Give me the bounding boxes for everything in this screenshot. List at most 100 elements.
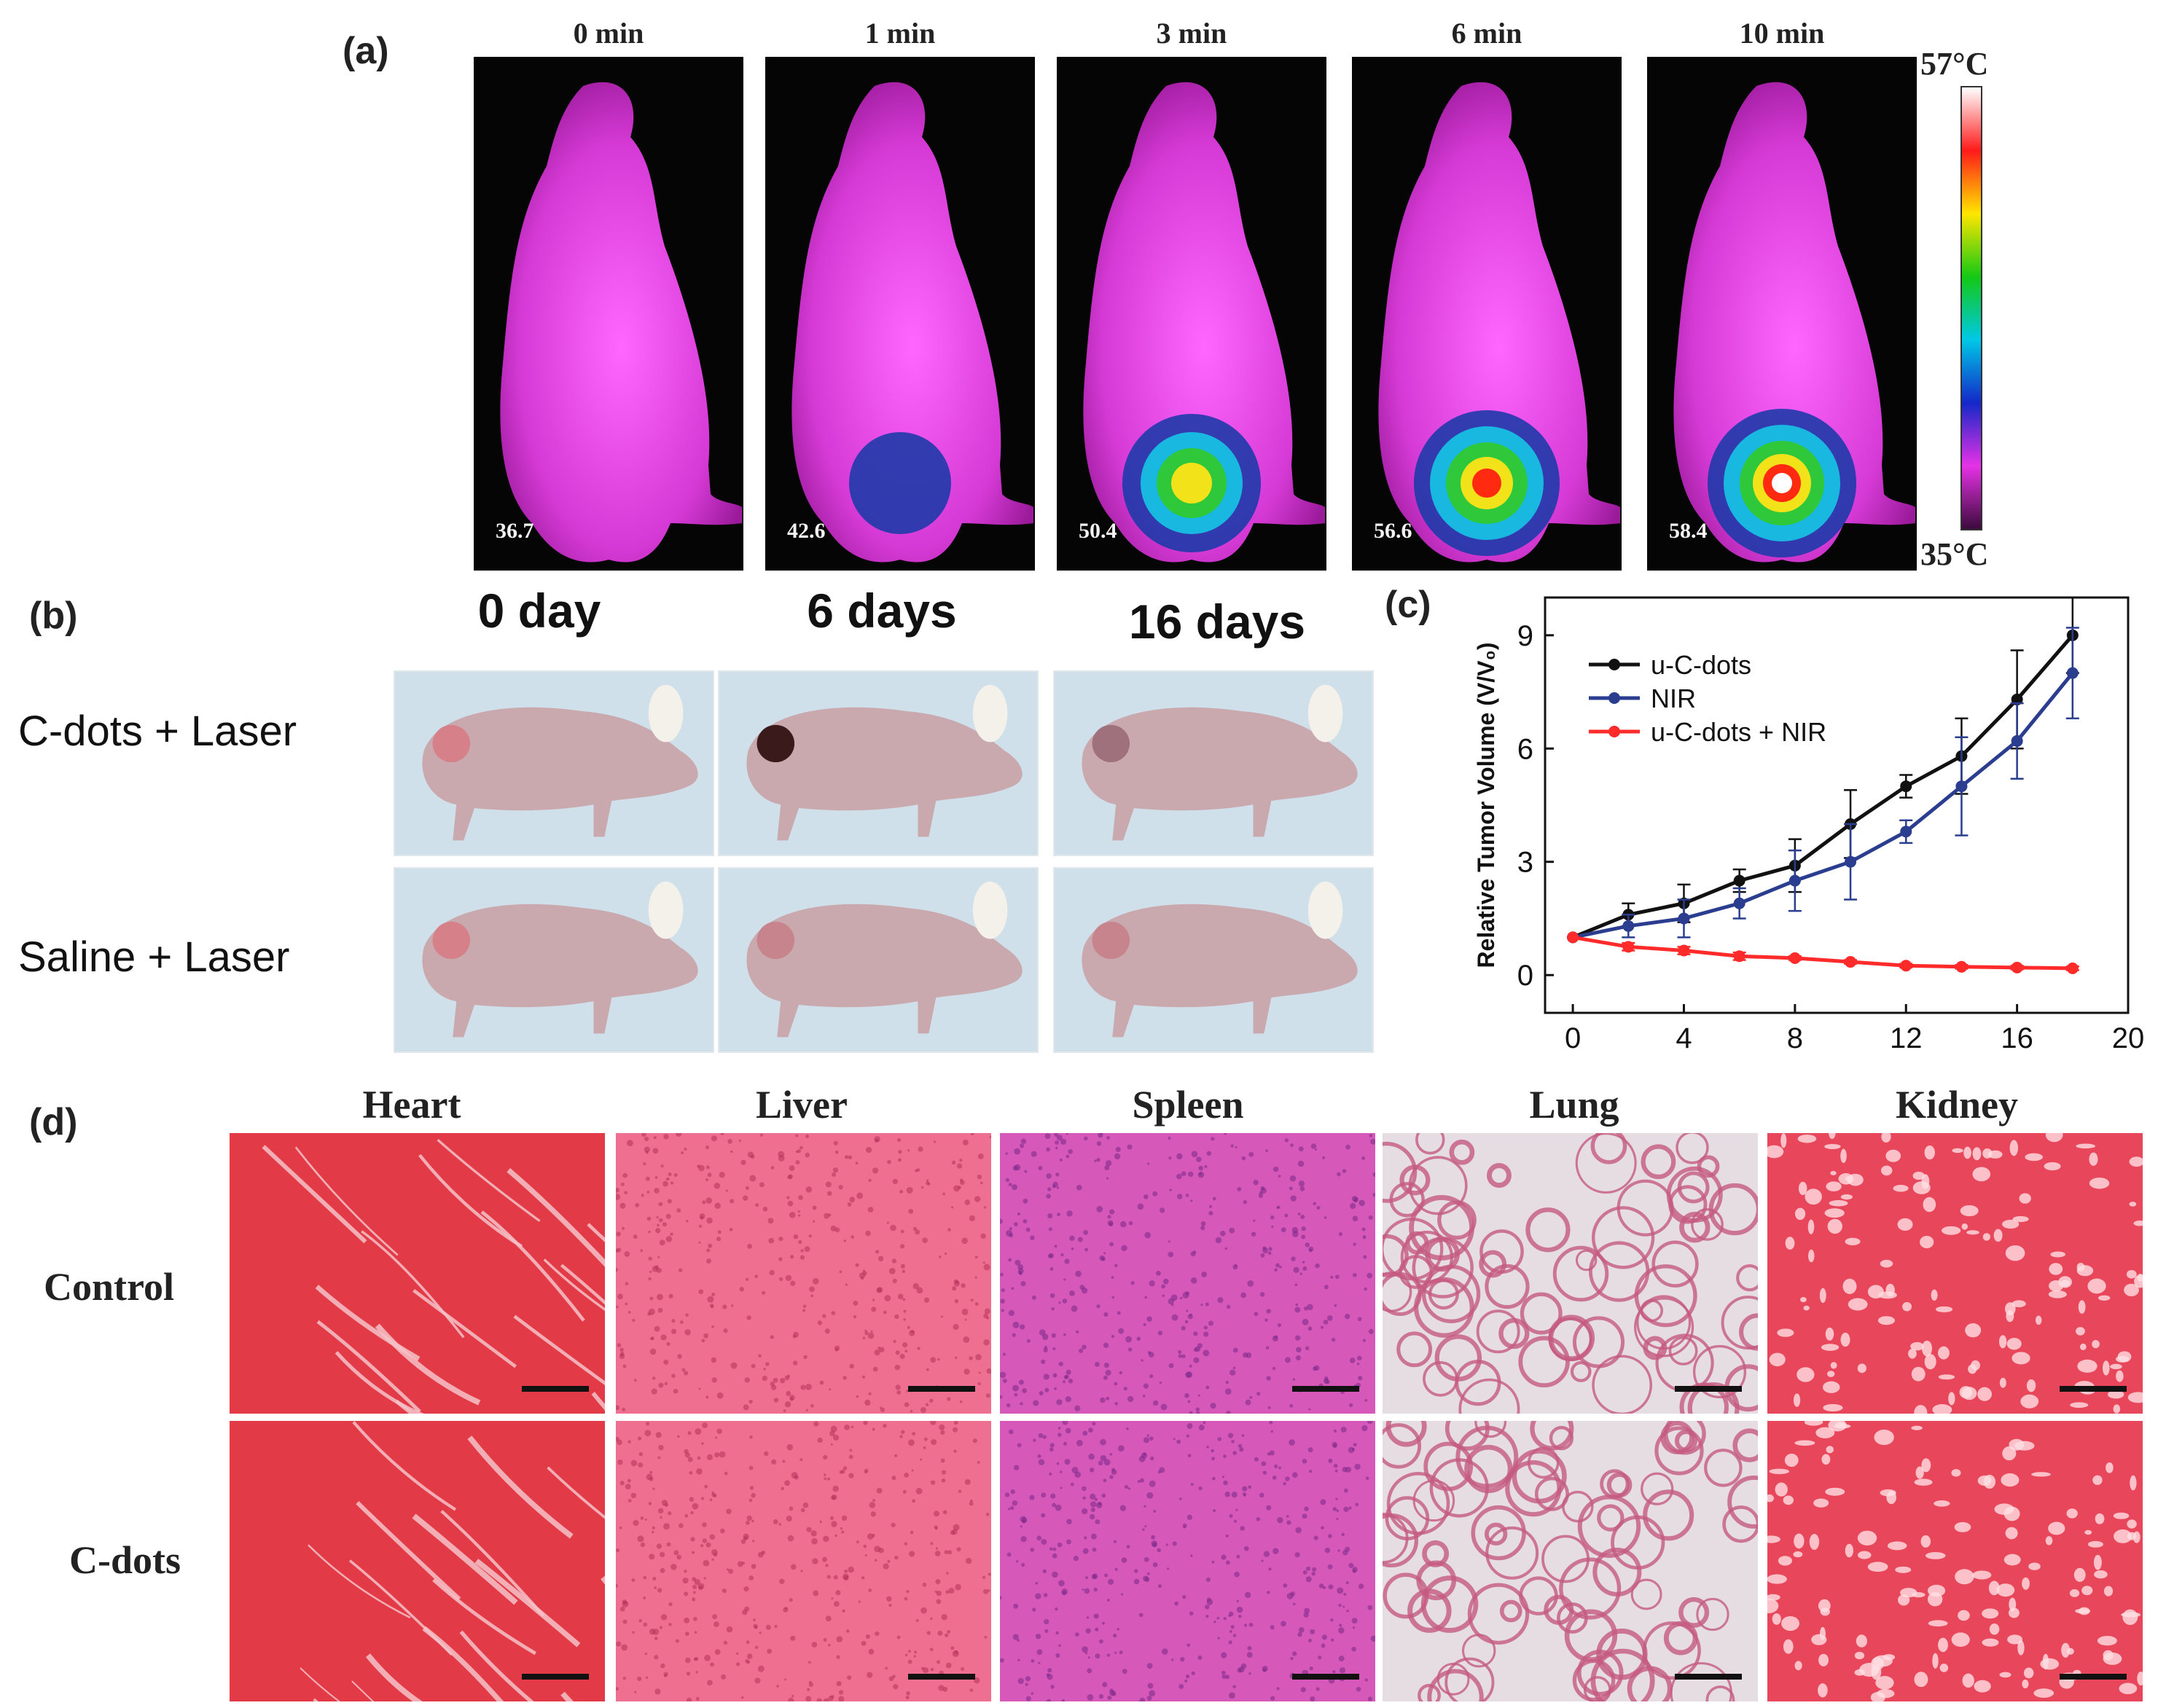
data-point-0-3 — [1733, 874, 1745, 887]
scale-bar — [522, 1386, 589, 1392]
scale-bar — [1675, 1674, 1742, 1680]
temperature-value-3: 56.6 — [1374, 519, 1412, 543]
histology-lung-cdots — [1383, 1421, 1758, 1701]
tumor-spot — [1092, 921, 1130, 960]
histology-kidney-control — [1767, 1133, 2143, 1414]
panel-d-letter: (d) — [29, 1101, 78, 1143]
mouse-photo-r1-c0 — [394, 867, 714, 1053]
temperature-value-4: 58.4 — [1669, 519, 1708, 543]
thermal-image-1 — [765, 57, 1035, 571]
y-tick-label-1: 3 — [1517, 847, 1533, 879]
legend-label-1: NIR — [1651, 683, 1696, 713]
data-point-1-4 — [1788, 874, 1801, 887]
scale-bar — [1675, 1386, 1742, 1392]
scale-bar — [1292, 1386, 1359, 1392]
data-point-2-6 — [1900, 960, 1912, 972]
legend-label-0: u-C-dots — [1651, 650, 1751, 680]
series-line-0 — [1572, 634, 2074, 939]
organ-title-lung: Lung — [1529, 1083, 1619, 1127]
scale-min-label: 35°C — [1920, 536, 1989, 572]
series-line-2 — [1572, 935, 2073, 971]
mouse-photo-r0-c0 — [394, 670, 714, 856]
scale-bar — [908, 1674, 975, 1680]
histology-liver-control — [616, 1133, 991, 1414]
temperature-value-2: 50.4 — [1079, 519, 1117, 543]
tissue-row-label-control: Control — [44, 1265, 175, 1309]
histology-lung-control — [1383, 1133, 1758, 1414]
tumor-spot — [432, 921, 471, 960]
temperature-value-1: 42.6 — [787, 519, 826, 543]
mouse-silhouette-0 — [500, 82, 742, 563]
time-label-3: 6 min — [1451, 17, 1522, 50]
histology-liver-cdots — [616, 1421, 991, 1701]
plot-frame — [1544, 596, 2130, 1014]
x-tick-label-5: 20 — [2112, 1022, 2145, 1054]
legend-label-2: u-C-dots + NIR — [1651, 717, 1826, 747]
data-point-2-7 — [1955, 960, 1968, 973]
data-point-1-7 — [1955, 780, 1968, 793]
data-point-1-6 — [1900, 826, 1912, 838]
scale-bar — [522, 1674, 589, 1680]
data-point-1-3 — [1733, 897, 1745, 909]
mouse-photo-r1-c1 — [718, 867, 1039, 1053]
organ-title-heart: Heart — [362, 1083, 461, 1127]
data-point-1-9 — [2066, 667, 2079, 679]
data-point-2-5 — [1845, 956, 1857, 968]
scale-max-label: 57°C — [1920, 46, 1989, 82]
histology-heart-control — [230, 1133, 605, 1414]
data-point-2-2 — [1678, 944, 1690, 957]
data-point-2-8 — [2011, 961, 2023, 974]
mouse-silhouette-1 — [791, 82, 1033, 563]
day-label-0: 0 day — [477, 584, 601, 638]
tissue-row-label-cdots: C-dots — [69, 1538, 181, 1582]
temperature-scale-bar — [1960, 86, 1982, 530]
data-point-2-3 — [1733, 950, 1745, 963]
histology-heart-cdots — [230, 1421, 605, 1701]
time-label-2: 3 min — [1156, 17, 1227, 50]
thermal-image-3 — [1352, 57, 1622, 571]
time-label-4: 10 min — [1739, 17, 1825, 50]
x-tick-label-2: 8 — [1787, 1022, 1803, 1054]
x-tick-label-3: 12 — [1890, 1022, 1923, 1054]
data-point-1-8 — [2011, 734, 2023, 747]
tumor-spot — [757, 724, 795, 763]
row-label-cdots-laser: C-dots + Laser — [18, 708, 297, 755]
tumor-spot — [432, 724, 471, 763]
organ-title-liver: Liver — [756, 1083, 848, 1127]
y-tick-label-2: 6 — [1517, 733, 1533, 765]
tumor-volume-chart: 0 4 8 12 16 20 0 3 6 9 Relative Tumor Volume (V/V₀… — [1473, 596, 2145, 1054]
scale-bar — [2060, 1674, 2127, 1680]
data-point-2-9 — [2066, 962, 2079, 974]
mouse-photo-r0-c1 — [718, 670, 1039, 856]
data-point-0-6 — [1900, 780, 1912, 793]
thermal-image-2 — [1057, 57, 1326, 571]
panel-c-letter: (c) — [1385, 584, 1431, 626]
y-axis-label: Relative Tumor Volume (V/V₀) — [1473, 642, 1499, 968]
histology-spleen-cdots — [1000, 1421, 1375, 1701]
data-point-2-4 — [1788, 952, 1801, 964]
data-point-1-2 — [1678, 912, 1690, 925]
scale-bar — [1292, 1674, 1359, 1680]
data-point-1-1 — [1622, 920, 1635, 932]
thermal-image-4 — [1647, 57, 1917, 571]
histology-spleen-control — [1000, 1133, 1375, 1414]
mouse-photo-r0-c2 — [1053, 670, 1374, 856]
tumor-spot — [1092, 724, 1130, 763]
organ-title-spleen: Spleen — [1132, 1083, 1244, 1127]
data-point-1-5 — [1845, 855, 1857, 868]
y-tick-label-3: 9 — [1517, 620, 1533, 652]
day-label-6: 6 days — [807, 584, 957, 638]
time-label-0: 0 min — [573, 17, 644, 50]
panel-a-letter: (a) — [343, 30, 389, 72]
row-label-saline-laser: Saline + Laser — [18, 933, 290, 981]
time-label-1: 1 min — [864, 17, 936, 50]
mouse-photo-r1-c2 — [1053, 867, 1374, 1053]
day-label-16: 16 days — [1128, 595, 1306, 649]
thermal-image-0 — [474, 57, 743, 571]
x-tick-label-4: 16 — [2001, 1022, 2033, 1054]
panel-b-letter: (b) — [29, 595, 78, 637]
data-point-2-0 — [1567, 931, 1579, 944]
series-line-1 — [1572, 672, 2074, 939]
organ-title-kidney: Kidney — [1895, 1083, 2019, 1127]
scale-bar — [2060, 1386, 2127, 1392]
